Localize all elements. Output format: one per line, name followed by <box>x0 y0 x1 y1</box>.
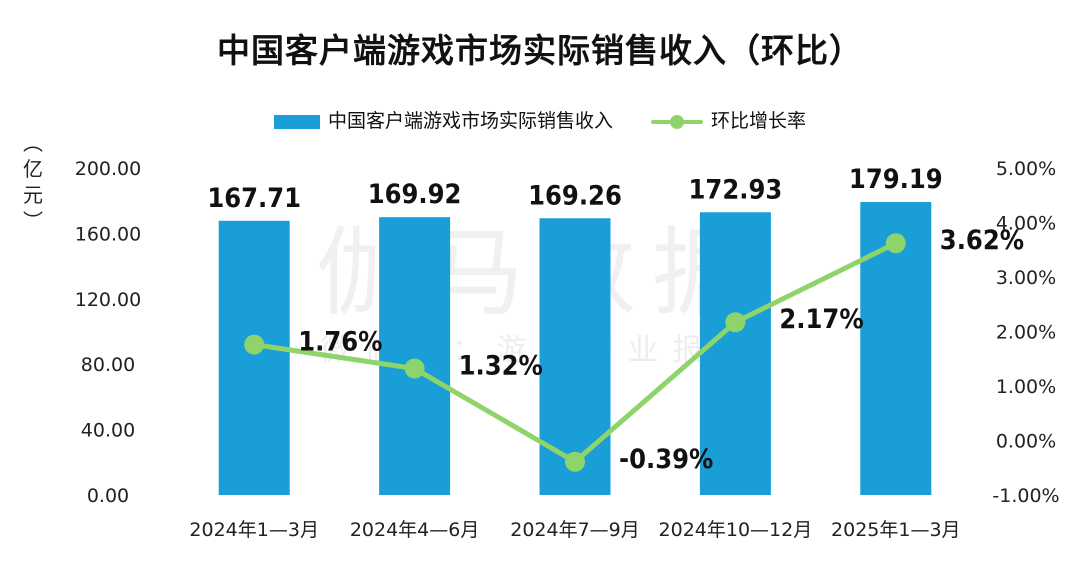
x-tick-label: 2025年1—3月 <box>831 519 961 541</box>
y-left-tick-label: 120.00 <box>75 289 141 311</box>
growth-value-label: -0.39% <box>619 444 713 475</box>
growth-point <box>885 233 906 254</box>
y-left-tick-label: 200.00 <box>75 158 141 180</box>
bar <box>699 212 771 495</box>
y-axis-label-char: ︶ <box>23 209 43 233</box>
legend-label-growth: 环比增长率 <box>711 110 807 132</box>
growth-point <box>725 312 746 333</box>
y-left-tick-label: 0.00 <box>87 485 129 507</box>
legend-item-revenue: 中国客户端游戏市场实际销售收入 <box>273 106 613 133</box>
growth-value-label: 1.76% <box>298 327 382 358</box>
y-right-tick-label: 0.00% <box>996 431 1056 453</box>
legend-item-growth: 环比增长率 <box>651 106 806 133</box>
growth-value-label: 1.32% <box>459 351 543 382</box>
x-tick-label: 2024年10—12月 <box>659 519 813 541</box>
growth-point <box>244 334 265 355</box>
bar <box>218 220 290 496</box>
legend-swatch-bar <box>273 114 320 129</box>
bar-value-label: 172.93 <box>689 174 783 205</box>
growth-value-label: 3.62% <box>940 225 1024 256</box>
y-right-tick-label: 3.00% <box>996 267 1056 289</box>
growth-point <box>565 451 585 472</box>
bar-value-label: 179.19 <box>849 164 943 195</box>
y-right-tick-label: -1.00% <box>992 485 1059 507</box>
y-axis-label: ︵ 亿 元 ︶ <box>18 130 48 234</box>
legend: 中国客户端游戏市场实际销售收入 环比增长率 <box>0 106 1080 133</box>
y-right-tick-label: 5.00% <box>996 158 1056 180</box>
y-axis-label-char: 亿 <box>23 157 43 181</box>
y-axis-label-char: 元 <box>23 183 43 207</box>
chart-title: 中国客户端游戏市场实际销售收入（环比） <box>217 31 863 70</box>
bar-value-label: 169.92 <box>368 179 462 210</box>
y-right-tick-label: 2.00% <box>996 322 1056 344</box>
growth-value-label: 2.17% <box>779 304 863 335</box>
bar-value-label: 167.71 <box>207 183 301 214</box>
y-right-tick-label: 4.00% <box>996 213 1056 235</box>
y-left-tick-label: 40.00 <box>81 420 135 442</box>
x-tick-label: 2024年1—3月 <box>189 519 319 541</box>
y-left-tick-label: 160.00 <box>75 223 141 245</box>
x-tick-label: 2024年7—9月 <box>510 519 640 541</box>
bar <box>379 217 451 496</box>
y-right-tick-label: 1.00% <box>996 376 1056 398</box>
x-tick-label: 2024年4—6月 <box>350 519 480 541</box>
y-left-tick-label: 80.00 <box>81 354 135 376</box>
legend-swatch-line <box>651 114 704 129</box>
growth-point <box>404 358 425 379</box>
legend-label-revenue: 中国客户端游戏市场实际销售收入 <box>327 110 613 132</box>
bar-value-label: 169.26 <box>528 180 622 211</box>
y-axis-label-char: ︵ <box>23 131 43 155</box>
